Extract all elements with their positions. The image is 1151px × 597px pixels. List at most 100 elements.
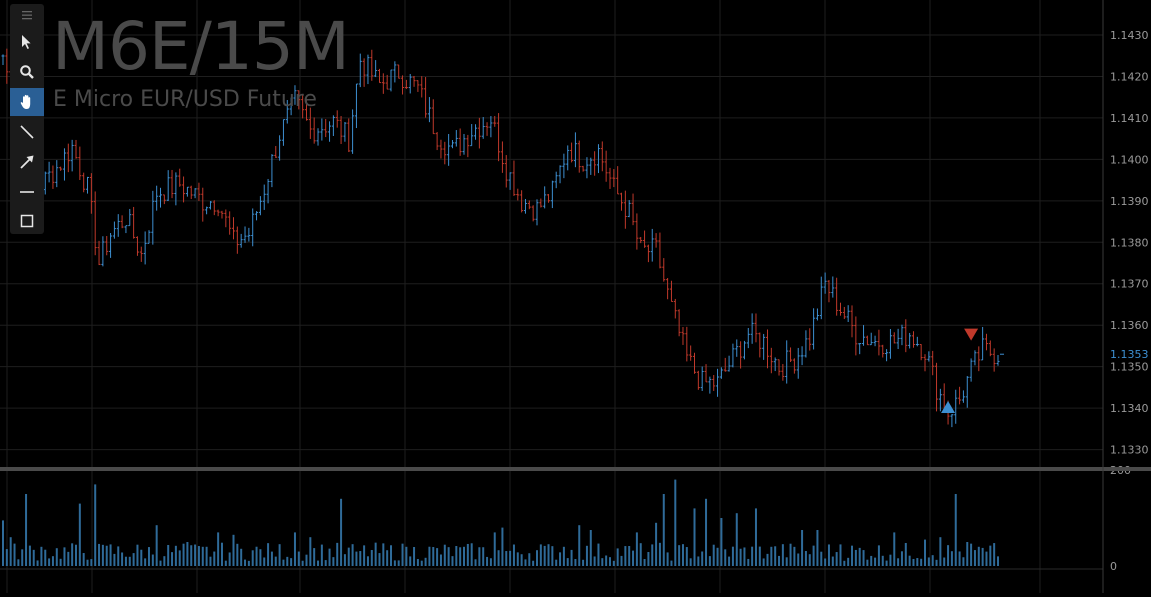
price-bar [727,355,731,372]
price-bar [335,110,339,128]
volume-bar [758,546,761,566]
volume-bar [562,546,565,566]
price-bar [961,390,965,403]
price-bar [447,133,451,166]
price-bar [481,117,485,139]
volume-bar [678,545,681,566]
volume-bar [655,522,658,566]
price-bar [769,347,773,374]
volume-bar [827,544,830,566]
volume-bar [155,525,158,566]
volume-bar [897,558,900,566]
price-bar [996,354,1000,366]
price-axis[interactable]: 1.1330 1.1340 1.1350 1.1360 1.1370 1.1380 1.13… [1110,29,1149,573]
price-bar [166,170,170,202]
zoom-icon [20,65,34,79]
volume-bar [466,543,469,566]
price-bar [404,79,408,90]
volume-bar [701,551,704,566]
volume-bar [516,552,519,566]
price-bar [135,236,139,256]
price-bar [954,389,958,424]
price-bar [427,97,431,123]
price-bar [988,340,992,357]
zoom-tool-button[interactable] [10,58,44,86]
volume-bar [71,543,74,566]
volume-bar [317,560,320,566]
volume-bar [463,546,466,566]
volume-bar [197,546,200,566]
volume-bar [889,554,892,566]
volume-bar [420,560,423,566]
horizontal-line-tool-button[interactable] [10,178,44,206]
volume-bar [28,545,31,566]
price-tick-label: 1.1370 [1110,278,1149,291]
volume-bar [509,550,512,566]
volume-bar [59,558,62,566]
line-tool-button[interactable] [10,118,44,146]
price-bar [785,340,789,384]
price-bar [393,61,397,83]
volume-bar [117,546,120,566]
price-bar [888,329,892,359]
volume-bar [647,552,650,566]
volume-bar [416,559,419,566]
price-bar [339,116,343,145]
toolbar-menu-button[interactable] [10,4,44,26]
price-bar [981,326,985,361]
volume-bar [366,556,369,566]
volume-bar [997,556,999,566]
volume-bar [854,549,857,566]
price-bar [470,124,474,147]
price-bar [819,276,823,320]
price-bar [458,128,462,156]
price-bar [362,58,366,87]
price-bar [885,349,889,362]
price-bar [258,196,262,216]
price-bar [673,298,677,319]
price-bar [777,359,781,376]
volume-bar [632,550,635,566]
pan-tool-button[interactable] [10,88,44,116]
volume-bar [716,547,719,566]
price-bar [105,236,109,256]
volume-bar [55,548,58,566]
price-bar [873,335,877,347]
price-bar [977,346,981,372]
volume-bar [735,513,738,566]
volume-bar [835,552,838,566]
rectangle-tool-button[interactable] [10,207,44,235]
volume-bar [132,553,135,566]
volume-bar [270,551,273,566]
price-bar [155,185,159,211]
price-bar [116,214,120,237]
price-bar [151,190,155,245]
price-bar [274,145,278,158]
pointer-tool-button[interactable] [10,28,44,56]
price-bar [389,69,393,92]
price-bar [908,332,912,349]
price-bar [881,344,885,358]
volume-bar [370,550,373,566]
volume-bar [705,498,708,566]
price-bar [331,115,335,137]
volume-bar [51,556,54,566]
price-bar [593,151,597,176]
price-bar [431,99,435,135]
price-bar [239,233,243,248]
price-bar [74,139,78,159]
arrow-tool-button[interactable] [10,148,44,176]
pane-divider[interactable] [0,467,1151,471]
rectangle-tool-icon [20,214,34,228]
price-bar [719,367,723,379]
volume-bar [251,550,254,566]
volume-bar [98,543,101,566]
price-bar [224,209,228,228]
price-bar [620,192,624,211]
volume-bar [697,556,700,566]
volume-bar [708,556,711,566]
volume-bar [159,560,162,566]
volume-bar [439,554,442,566]
